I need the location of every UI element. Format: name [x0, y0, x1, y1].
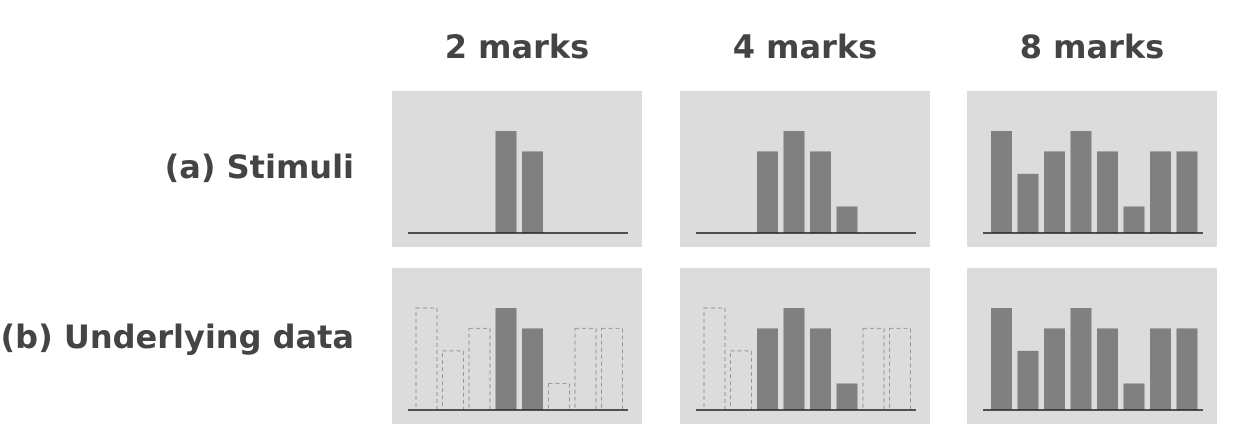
hidden-bar-1: [415, 307, 438, 411]
hidden-bar-3: [468, 327, 491, 411]
bar-3: [757, 328, 778, 410]
column-header-8-marks: 8 marks: [1019, 28, 1165, 66]
bar-6: [836, 206, 858, 233]
underlying-panel-4-marks: [680, 268, 930, 424]
bar-7: [1150, 328, 1171, 410]
bar-4: [783, 308, 805, 410]
column-header-4-marks: 4 marks: [732, 28, 878, 66]
hidden-bar-8: [601, 327, 623, 411]
hidden-bar-8: [889, 327, 911, 411]
underlying-panel-8-marks: [967, 268, 1217, 424]
bar-4: [1070, 131, 1092, 233]
bar-4: [495, 308, 517, 410]
bar-8: [1176, 328, 1198, 410]
hidden-bar-1: [703, 307, 726, 411]
hidden-bar-7: [574, 327, 597, 411]
bar-chart: [408, 307, 628, 411]
hidden-bar-6: [548, 382, 570, 411]
bar-4: [495, 131, 517, 233]
bar-5: [522, 328, 543, 410]
bar-8: [1176, 151, 1198, 233]
hidden-bar-7: [862, 327, 885, 411]
stimuli-panel-8-marks: [967, 91, 1217, 247]
bar-1: [991, 308, 1012, 410]
hidden-bar-2: [730, 350, 752, 411]
bar-4: [1070, 308, 1092, 410]
bar-3: [1044, 151, 1065, 233]
bar-1: [991, 131, 1012, 233]
bar-4: [783, 131, 805, 233]
bar-chart: [696, 131, 916, 234]
bar-6: [1123, 383, 1145, 410]
bar-5: [1097, 328, 1118, 410]
underlying-panel-2-marks: [392, 268, 642, 424]
bar-2: [1017, 350, 1039, 410]
stimuli-panel-4-marks: [680, 91, 930, 247]
stimuli-panel-2-marks: [392, 91, 642, 247]
bar-3: [1044, 328, 1065, 410]
bar-5: [1097, 151, 1118, 233]
bar-chart: [983, 131, 1203, 234]
bar-5: [522, 151, 543, 233]
bar-6: [836, 383, 858, 410]
row-label-underlying-data: (b) Underlying data: [0, 318, 354, 356]
column-header-2-marks: 2 marks: [444, 28, 590, 66]
row-label-stimuli: (a) Stimuli: [164, 148, 354, 186]
bar-3: [757, 151, 778, 233]
bar-chart: [696, 307, 916, 411]
bar-chart: [408, 131, 628, 234]
bar-2: [1017, 173, 1039, 233]
bar-chart: [983, 308, 1203, 411]
bar-6: [1123, 206, 1145, 233]
bar-7: [1150, 151, 1171, 233]
bar-5: [810, 151, 831, 233]
bar-5: [810, 328, 831, 410]
hidden-bar-2: [442, 350, 464, 411]
